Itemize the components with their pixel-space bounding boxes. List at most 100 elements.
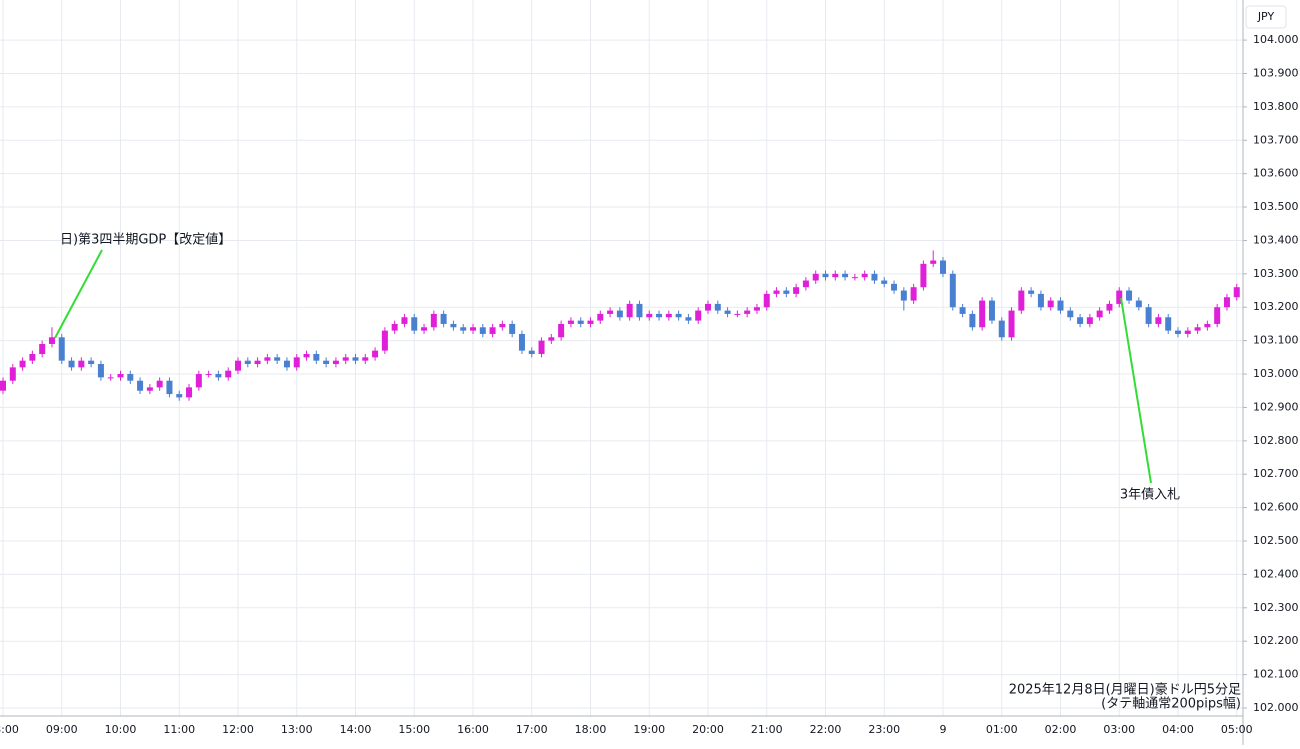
candle-body [900, 290, 907, 301]
caption: (タテ軸通常200pips幅) [1101, 697, 1241, 712]
candle-body [1184, 330, 1191, 334]
candle-body [763, 293, 770, 308]
candle-body [381, 330, 388, 351]
y-tick-label: 102.300 [1253, 601, 1299, 614]
candle-body [19, 360, 26, 368]
candle-body [215, 374, 222, 378]
x-tick-label: 12:00 [222, 723, 254, 736]
candle-body [1233, 287, 1240, 298]
candle-body [156, 380, 163, 388]
candle-body [567, 320, 574, 324]
candle-body [9, 367, 16, 381]
candle-body [29, 353, 36, 361]
candle-body [705, 303, 711, 311]
candle-body [822, 273, 829, 278]
candle-body [88, 360, 95, 365]
candle-body [969, 313, 976, 328]
y-tick-label: 104.000 [1253, 33, 1299, 46]
candle-body [235, 360, 241, 371]
candle-body [940, 260, 946, 274]
candle-body [186, 387, 193, 398]
candle-body [832, 273, 839, 278]
candle-body [1135, 300, 1142, 308]
candle-body [597, 313, 604, 321]
x-tick-label: 14:00 [340, 723, 372, 736]
candle-body [166, 380, 173, 395]
candle-body [753, 307, 760, 311]
candle-body [303, 353, 310, 358]
candle-body [97, 364, 104, 378]
x-tick-label: 08:00 [0, 723, 19, 736]
candle-body [0, 380, 6, 391]
candle-body [146, 387, 153, 391]
y-tick-label: 103.600 [1253, 167, 1299, 180]
candle-body [274, 357, 281, 361]
x-tick-label: 21:00 [751, 723, 783, 736]
candle-body [430, 313, 437, 328]
candle-body [851, 277, 858, 279]
candle-body [470, 327, 476, 331]
y-tick-label: 103.700 [1253, 133, 1299, 146]
candle-body [411, 317, 418, 331]
candle-body [117, 374, 124, 378]
y-tick-label: 102.700 [1253, 467, 1299, 480]
candle-body [1057, 300, 1064, 311]
candle-body [68, 360, 75, 368]
candle-body [421, 327, 428, 331]
candle-body [724, 310, 731, 314]
y-tick-label: 103.900 [1253, 66, 1299, 79]
candle-body [518, 333, 525, 351]
x-tick-label: 19:00 [633, 723, 665, 736]
candle-body [1165, 317, 1172, 331]
candle-body [489, 327, 496, 334]
candle-body [283, 360, 290, 368]
candle-body [626, 303, 633, 318]
y-tick-label: 102.800 [1253, 434, 1299, 447]
candle-body [1214, 307, 1221, 324]
candle-body [362, 357, 369, 361]
y-tick-label: 103.100 [1253, 334, 1299, 347]
candle-body [1028, 290, 1035, 294]
candle-body [58, 337, 65, 361]
candle-body [401, 317, 408, 324]
candle-body [988, 300, 995, 321]
candle-body [891, 283, 898, 291]
candle-body [1175, 330, 1181, 334]
x-tick-label: 22:00 [810, 723, 842, 736]
candle-body [1086, 317, 1093, 324]
candle-body [293, 357, 300, 368]
candle-body [910, 287, 917, 301]
candle-body [665, 313, 672, 318]
y-tick-label: 102.900 [1253, 400, 1299, 413]
candle-body [372, 350, 379, 358]
candle-body [323, 360, 330, 365]
grid [0, 0, 1243, 716]
y-tick-label: 103.300 [1253, 267, 1299, 280]
annotation-line [54, 249, 103, 339]
axis-label: JPY [1257, 10, 1275, 23]
candle-body [1106, 303, 1113, 311]
candle-body [332, 360, 339, 365]
candle-body [734, 313, 741, 315]
candle-body [195, 374, 202, 388]
x-tick-label: 05:00 [1221, 723, 1253, 736]
x-tick-label: 10:00 [105, 723, 137, 736]
candle-body [930, 260, 937, 264]
candle-body [1223, 297, 1230, 308]
candle-body [812, 273, 819, 281]
x-tick-label: 04:00 [1162, 723, 1194, 736]
candle-body [793, 287, 800, 294]
candle-body [1194, 327, 1201, 331]
candle-body [78, 360, 85, 368]
candle-body [1018, 290, 1025, 311]
candle-body [509, 323, 516, 334]
x-tick-label: 09:00 [46, 723, 78, 736]
candle-body [744, 310, 751, 314]
candle-body [1116, 290, 1123, 304]
candle-body [1047, 300, 1054, 308]
candle-body [205, 374, 212, 376]
x-tick-label: 17:00 [516, 723, 548, 736]
y-tick-label: 102.200 [1253, 634, 1299, 647]
y-tick-label: 102.100 [1253, 668, 1299, 681]
